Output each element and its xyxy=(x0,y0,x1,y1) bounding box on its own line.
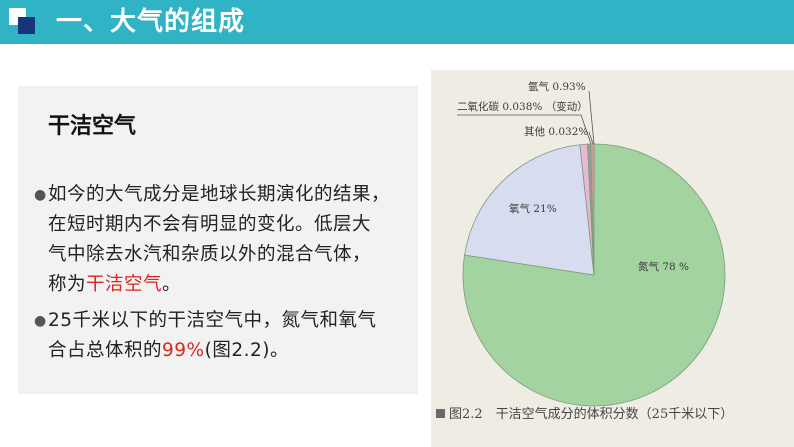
highlight-value: 99% xyxy=(162,340,205,361)
pie-slices xyxy=(462,143,726,407)
text-run: 称为 xyxy=(48,274,87,295)
bullet-icon: ● xyxy=(34,187,47,203)
paragraph-line: 如今的大气成分是地球长期演化的结果， xyxy=(48,184,391,205)
pie-slice-0 xyxy=(462,143,726,407)
text-run: (图2.2)。 xyxy=(204,340,289,361)
paragraph-line: 气中除去水汽和杂质以外的混合气体， xyxy=(48,244,372,265)
logo-icon xyxy=(9,8,37,36)
slide-title: 一、大气的组成 xyxy=(56,7,246,37)
paragraph-line: 合占总体积的99%(图2.2)。 xyxy=(34,336,377,366)
leader-line-other xyxy=(588,131,594,145)
bullet-icon: ● xyxy=(34,313,47,329)
highlight-term: 干洁空气 xyxy=(86,274,163,295)
paragraph-1: ● 如今的大气成分是地球长期演化的结果， 在短时期内不会有明显的变化。低层大 气… xyxy=(34,180,390,300)
leader-line-argon xyxy=(588,90,595,145)
subheading: 干洁空气 xyxy=(48,114,137,139)
label-oxygen: 氧气 21% xyxy=(509,202,557,215)
figure-caption: 图2.2 干洁空气成分的体积分数（25千米以下） xyxy=(449,406,733,422)
pie-slice-1 xyxy=(464,144,595,276)
caption-square-icon xyxy=(436,409,445,418)
label-co2: 二氧化碳 0.038% （变动） xyxy=(457,100,588,113)
pie-chart: 氩气 0.93% 二氧化碳 0.038% （变动） 其他 0.032% 氧气 2… xyxy=(436,80,733,422)
label-other: 其他 0.032% xyxy=(524,125,588,138)
leader-line-co2 xyxy=(457,114,592,145)
header-bar: 一、大气的组成 xyxy=(0,0,794,44)
paragraph-2: ● 25千米以下的干洁空气中，氮气和氧气 合占总体积的99%(图2.2)。 xyxy=(34,306,377,366)
text-panel xyxy=(18,86,418,394)
paragraph-line: 称为干洁空气。 xyxy=(34,270,390,300)
text-run: 合占总体积的 xyxy=(48,340,163,361)
label-argon: 氩气 0.93% xyxy=(528,80,586,93)
textbook-figure-photo: 氩气 0.93% 二氧化碳 0.038% （变动） 其他 0.032% 氧气 2… xyxy=(431,70,794,447)
paragraph-line: 在短时期内不会有明显的变化。低层大 xyxy=(48,214,372,235)
paragraph-line: 25千米以下的干洁空气中，氮气和氧气 xyxy=(48,310,377,331)
label-nitrogen: 氮气 78 % xyxy=(638,260,689,273)
text-run: 。 xyxy=(162,274,182,295)
